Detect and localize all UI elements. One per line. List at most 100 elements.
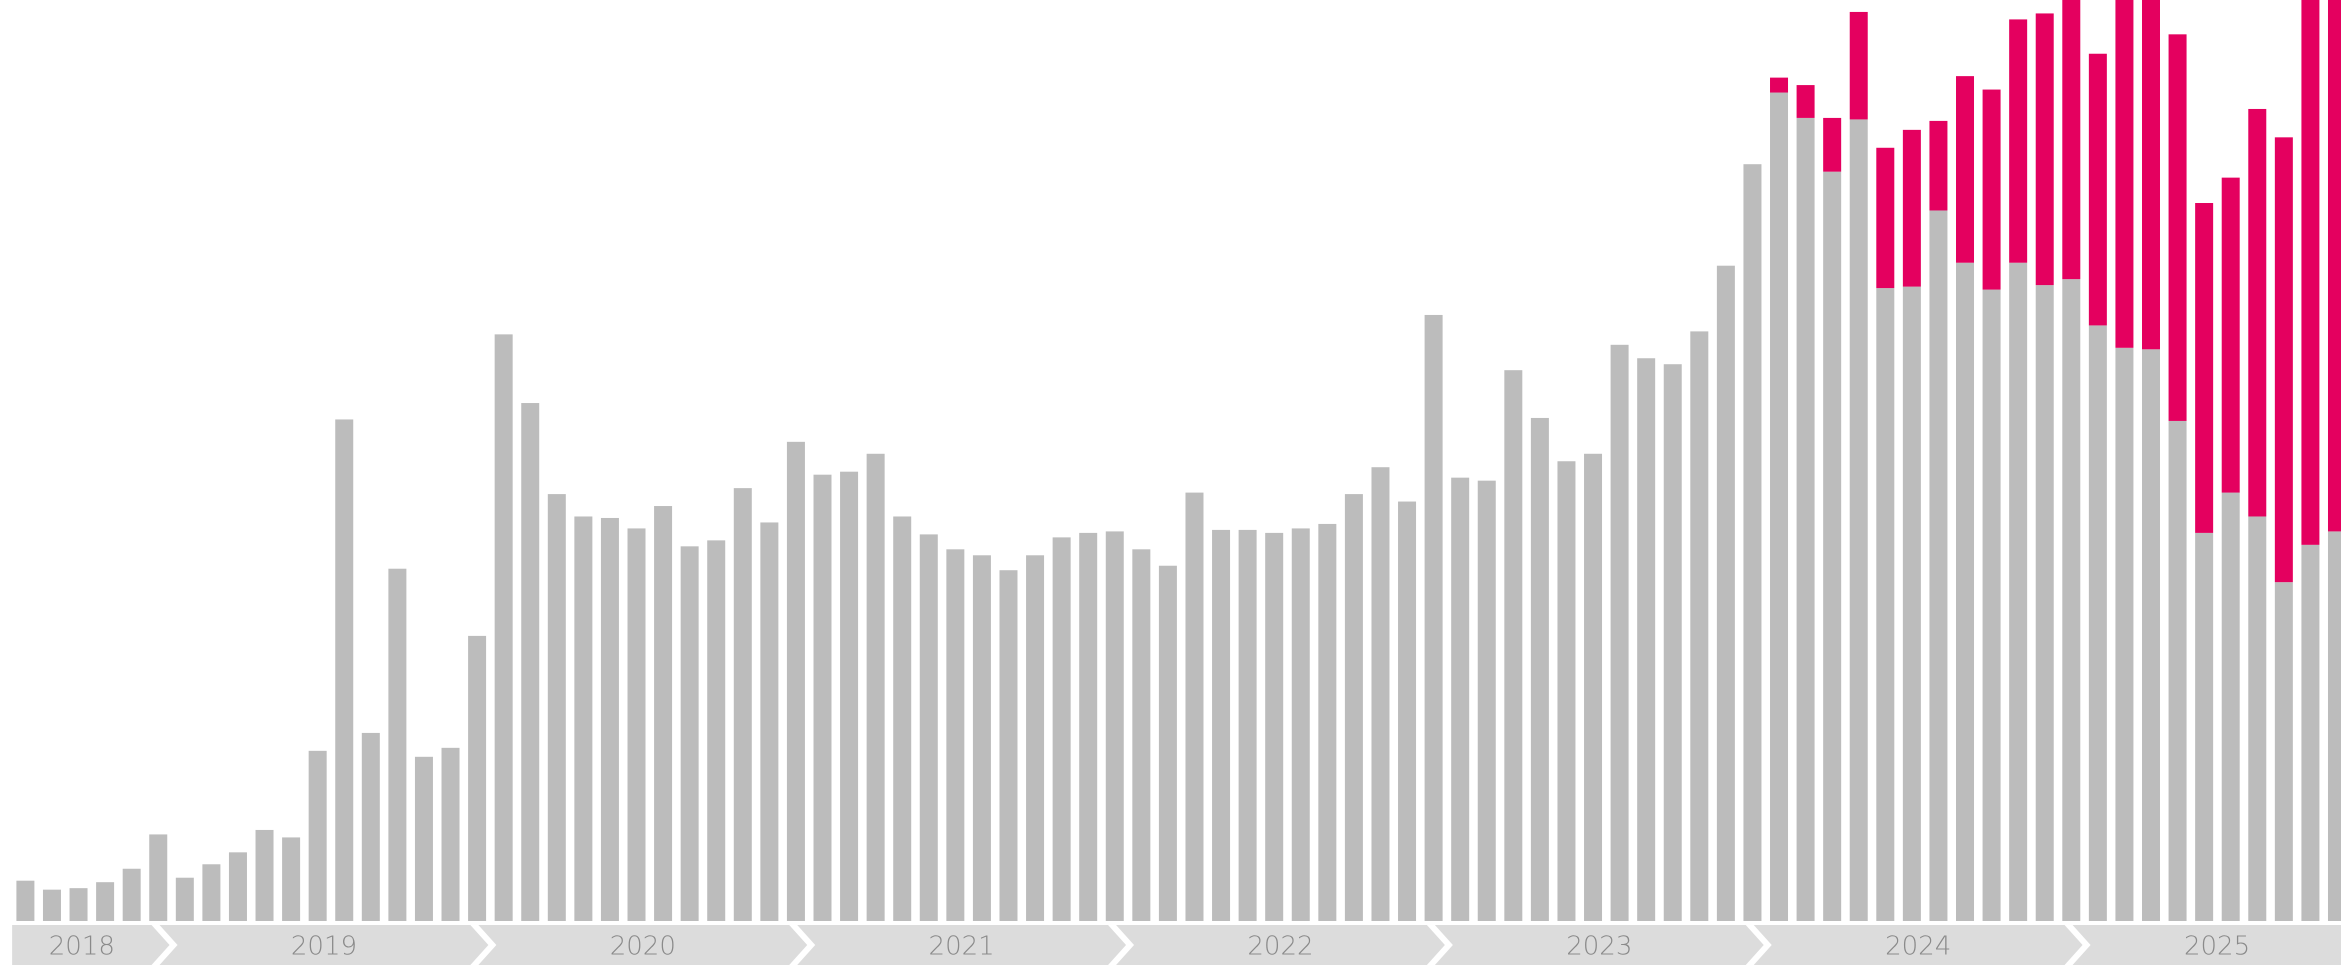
bar-segment	[1929, 120, 1948, 211]
bar-segment	[1823, 171, 1842, 922]
bar-segment	[1238, 529, 1257, 921]
bar-segment	[468, 635, 487, 921]
bar-segment	[600, 517, 619, 921]
bar-segment	[1823, 117, 1842, 172]
bar-segment	[2195, 203, 2214, 533]
bar-segment	[972, 555, 991, 921]
bar-segment	[627, 528, 646, 921]
bar-segment	[2035, 13, 2054, 286]
bar-segment	[2115, 0, 2134, 348]
bar-segment	[919, 534, 938, 921]
bar-segment	[2168, 420, 2187, 921]
bar-segment	[1132, 549, 1151, 921]
year-label: 2019	[291, 932, 357, 962]
bar-segment	[786, 441, 805, 921]
bar-segment	[2221, 492, 2240, 921]
bar-segment	[1743, 164, 1762, 921]
bar-segment	[2301, 0, 2320, 545]
bar-segment	[414, 756, 433, 921]
bar-segment	[494, 334, 513, 921]
bar-segment	[680, 546, 699, 921]
bar-segment	[999, 570, 1018, 921]
bar-segment	[42, 889, 61, 921]
bar-segment	[1212, 529, 1231, 921]
bar-segment	[1796, 85, 1815, 118]
bar-segment	[122, 868, 141, 921]
year-label: 2023	[1566, 932, 1632, 962]
bar-segment	[866, 453, 885, 921]
bar-segment	[1371, 467, 1390, 921]
year-label: 2021	[929, 932, 995, 962]
bar-segment	[2248, 108, 2267, 517]
bar-segment	[361, 732, 380, 921]
bar-segment	[1982, 89, 2001, 290]
year-band	[1434, 925, 1764, 965]
bar-segment	[282, 837, 301, 921]
bar-segment	[1770, 77, 1789, 93]
bar-segment	[69, 888, 88, 921]
bar-segment	[1265, 532, 1284, 921]
bar-segment	[813, 474, 832, 921]
bar-segment	[255, 829, 274, 921]
year-band	[2072, 925, 2341, 965]
year-band	[12, 925, 170, 965]
bar-segment	[2062, 0, 2081, 280]
bar-segment	[16, 880, 35, 921]
bar-segment	[2142, 349, 2160, 922]
bar-segment	[1982, 289, 2001, 921]
bar-segment	[1876, 147, 1895, 289]
bar-segment	[2088, 325, 2107, 921]
bar-segment	[1849, 11, 1868, 120]
bar-segment	[1770, 92, 1789, 922]
bar-segment	[1318, 523, 1337, 921]
bar-segment	[2274, 582, 2293, 921]
year-band	[478, 925, 808, 965]
bar-segment	[202, 864, 221, 921]
bar-segment	[1929, 210, 1948, 922]
bar-segment	[388, 568, 407, 921]
bar-segment	[1504, 370, 1523, 921]
bar-segment	[1663, 364, 1682, 921]
bar-segment	[2274, 137, 2293, 583]
bar-segment	[707, 540, 726, 921]
bar-segment	[1052, 537, 1071, 921]
bar-segment	[946, 549, 965, 921]
year-label: 2025	[2184, 932, 2250, 962]
bar-segment	[2115, 347, 2134, 921]
bar-segment	[654, 506, 673, 921]
bar-segment	[2009, 19, 2028, 263]
bar-segment	[175, 877, 194, 921]
bar-segment	[1956, 262, 1975, 921]
bar-segment	[1716, 265, 1735, 921]
bar-segment	[228, 852, 247, 921]
year-label: 2024	[1885, 932, 1951, 962]
bar-segment	[1557, 461, 1576, 921]
bar-segment	[2327, 0, 2341, 532]
bar-segment	[1849, 119, 1868, 922]
bar-segment	[1105, 531, 1124, 921]
bar-segment	[1956, 76, 1975, 263]
bar-segment	[840, 471, 859, 921]
bar-segment	[574, 516, 593, 921]
bar-segment	[1610, 344, 1629, 921]
bar-segment	[2327, 531, 2341, 921]
bar-segment	[547, 494, 566, 921]
bar-segment	[2248, 516, 2267, 921]
bar-segment	[96, 882, 115, 921]
bar-segment	[1424, 314, 1443, 922]
year-label: 2018	[49, 932, 115, 962]
bar-segment	[2142, 0, 2160, 350]
bar-segment	[1876, 288, 1895, 921]
bar-segment	[2301, 544, 2320, 921]
year-band	[797, 925, 1127, 965]
bar-segment	[1584, 453, 1603, 921]
bar-segment	[1026, 555, 1045, 921]
year-band	[1753, 925, 2083, 965]
bar-segment	[1158, 565, 1177, 921]
bar-segment	[335, 419, 354, 921]
bar-segment	[2168, 34, 2187, 421]
bar-segment	[149, 834, 168, 921]
bar-segment	[521, 403, 540, 922]
